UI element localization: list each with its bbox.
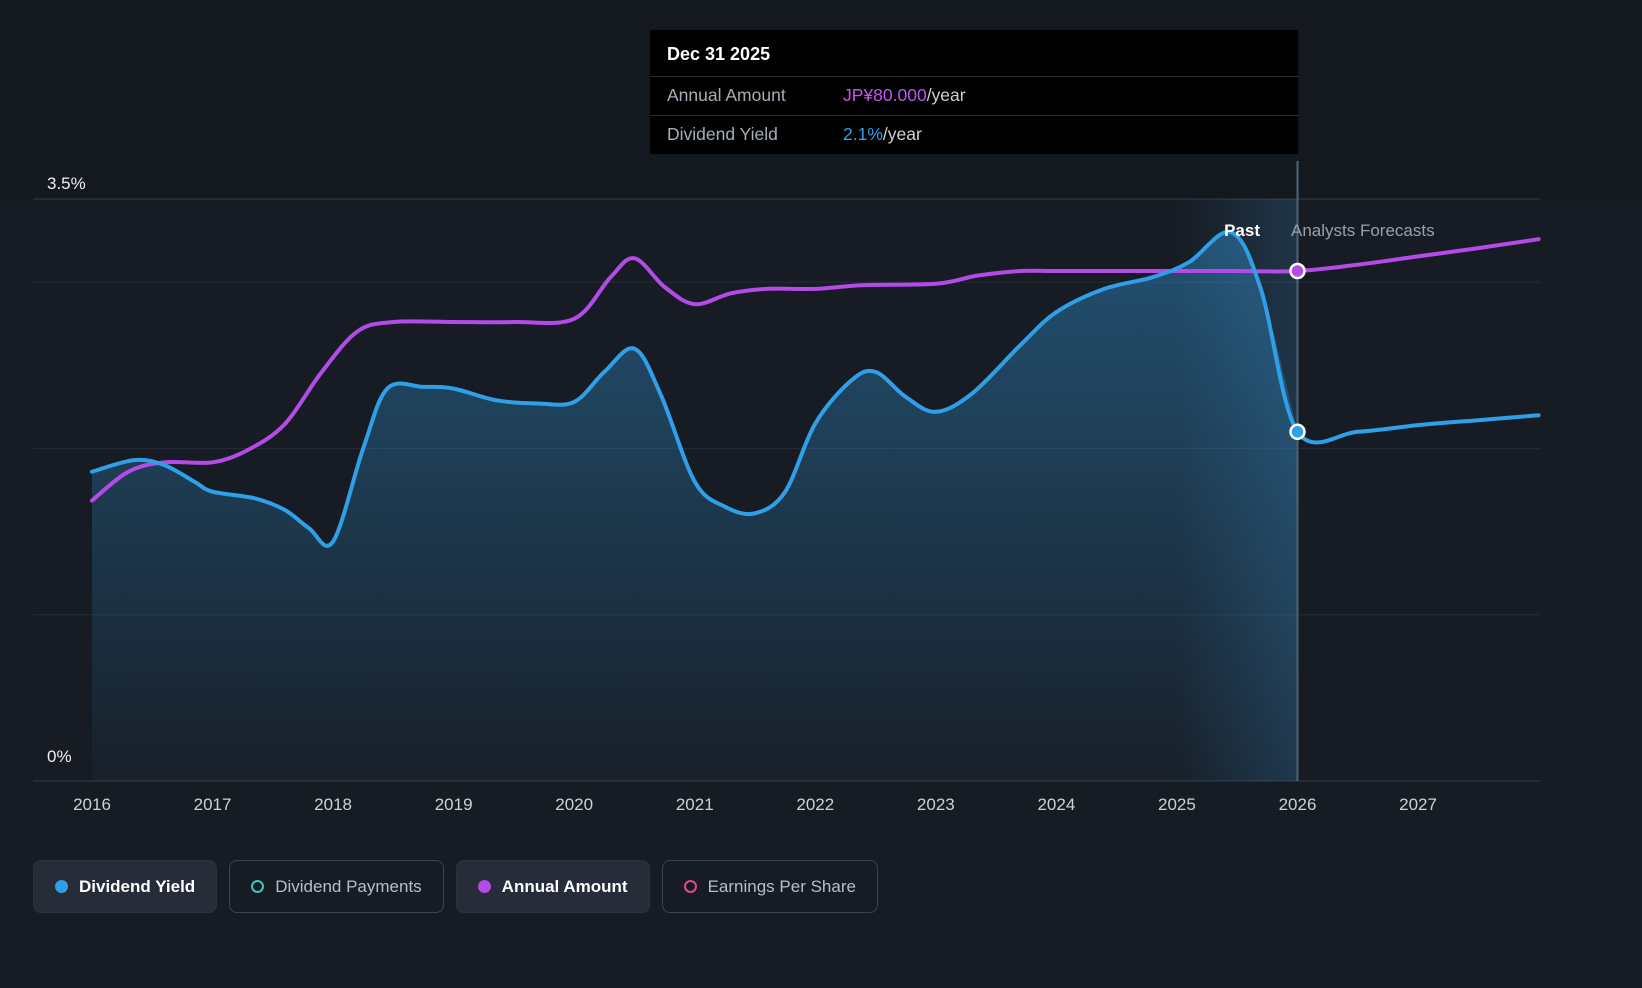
legend-toggle-earnings-per-share[interactable]: Earnings Per Share (661, 860, 878, 913)
series-line-annual-amount (90, 237, 1541, 503)
legend-toggle-annual-amount[interactable]: Annual Amount (455, 860, 650, 913)
tooltip-value-suffix: /year (926, 85, 966, 105)
x-axis-label: 2016 (73, 795, 111, 814)
tooltip-value-suffix: /year (882, 124, 922, 144)
x-axis-label: 2020 (555, 795, 594, 814)
legend-marker-icon (251, 880, 265, 893)
legend-marker-icon (683, 880, 697, 893)
tooltip-row-annual-amount: Annual Amount JP¥80.000/year (650, 76, 1298, 115)
tooltip-label: Dividend Yield (667, 124, 778, 144)
forecast-region-label: Analysts Forecasts (1291, 221, 1435, 240)
marker-dividend-yield[interactable] (1289, 423, 1306, 441)
x-axis-label: 2022 (796, 795, 835, 814)
legend: Dividend Yield Dividend Payments Annual Am… (33, 860, 878, 913)
tooltip-date: Dec 31 2025 (667, 44, 771, 64)
marker-annual-amount[interactable] (1289, 262, 1306, 280)
hover-band (1177, 199, 1298, 781)
x-axis-label: 2018 (314, 795, 353, 814)
legend-marker-icon (477, 880, 491, 893)
legend-toggle-dividend-yield[interactable]: Dividend Yield (33, 860, 218, 913)
y-axis-label-max: 3.5% (47, 174, 86, 193)
tooltip: Dec 31 2025 Annual Amount JP¥80.000/year… (650, 30, 1298, 154)
legend-marker-icon (55, 880, 68, 893)
series-line-dividend-yield (90, 229, 1541, 548)
tooltip-value: 2.1% (843, 124, 883, 144)
dividend-yield-area (92, 231, 1298, 781)
x-axis-label: 2024 (1037, 795, 1076, 814)
tooltip-value: JP¥80.000 (843, 85, 927, 105)
legend-toggle-dividend-payments[interactable]: Dividend Payments (229, 860, 444, 913)
legend-label: Annual Amount (501, 876, 628, 896)
past-region-label: Past (1224, 221, 1260, 240)
x-axis-label: 2025 (1158, 795, 1196, 814)
x-axis-label: 2021 (675, 795, 714, 814)
tooltip-row-dividend-yield: Dividend Yield 2.1%/year (650, 115, 1298, 154)
legend-label: Dividend Yield (79, 876, 196, 896)
x-axis-label: 2019 (434, 795, 473, 814)
x-axis-label: 2023 (916, 795, 955, 814)
y-axis-label-min: 0% (47, 747, 72, 766)
tooltip-label: Annual Amount (667, 85, 786, 105)
legend-label: Earnings Per Share (707, 876, 856, 896)
x-axis-label: 2017 (193, 795, 232, 814)
legend-label: Dividend Payments (275, 876, 422, 896)
x-axis-label: 2027 (1399, 795, 1437, 814)
x-axis-label: 2026 (1278, 795, 1317, 814)
